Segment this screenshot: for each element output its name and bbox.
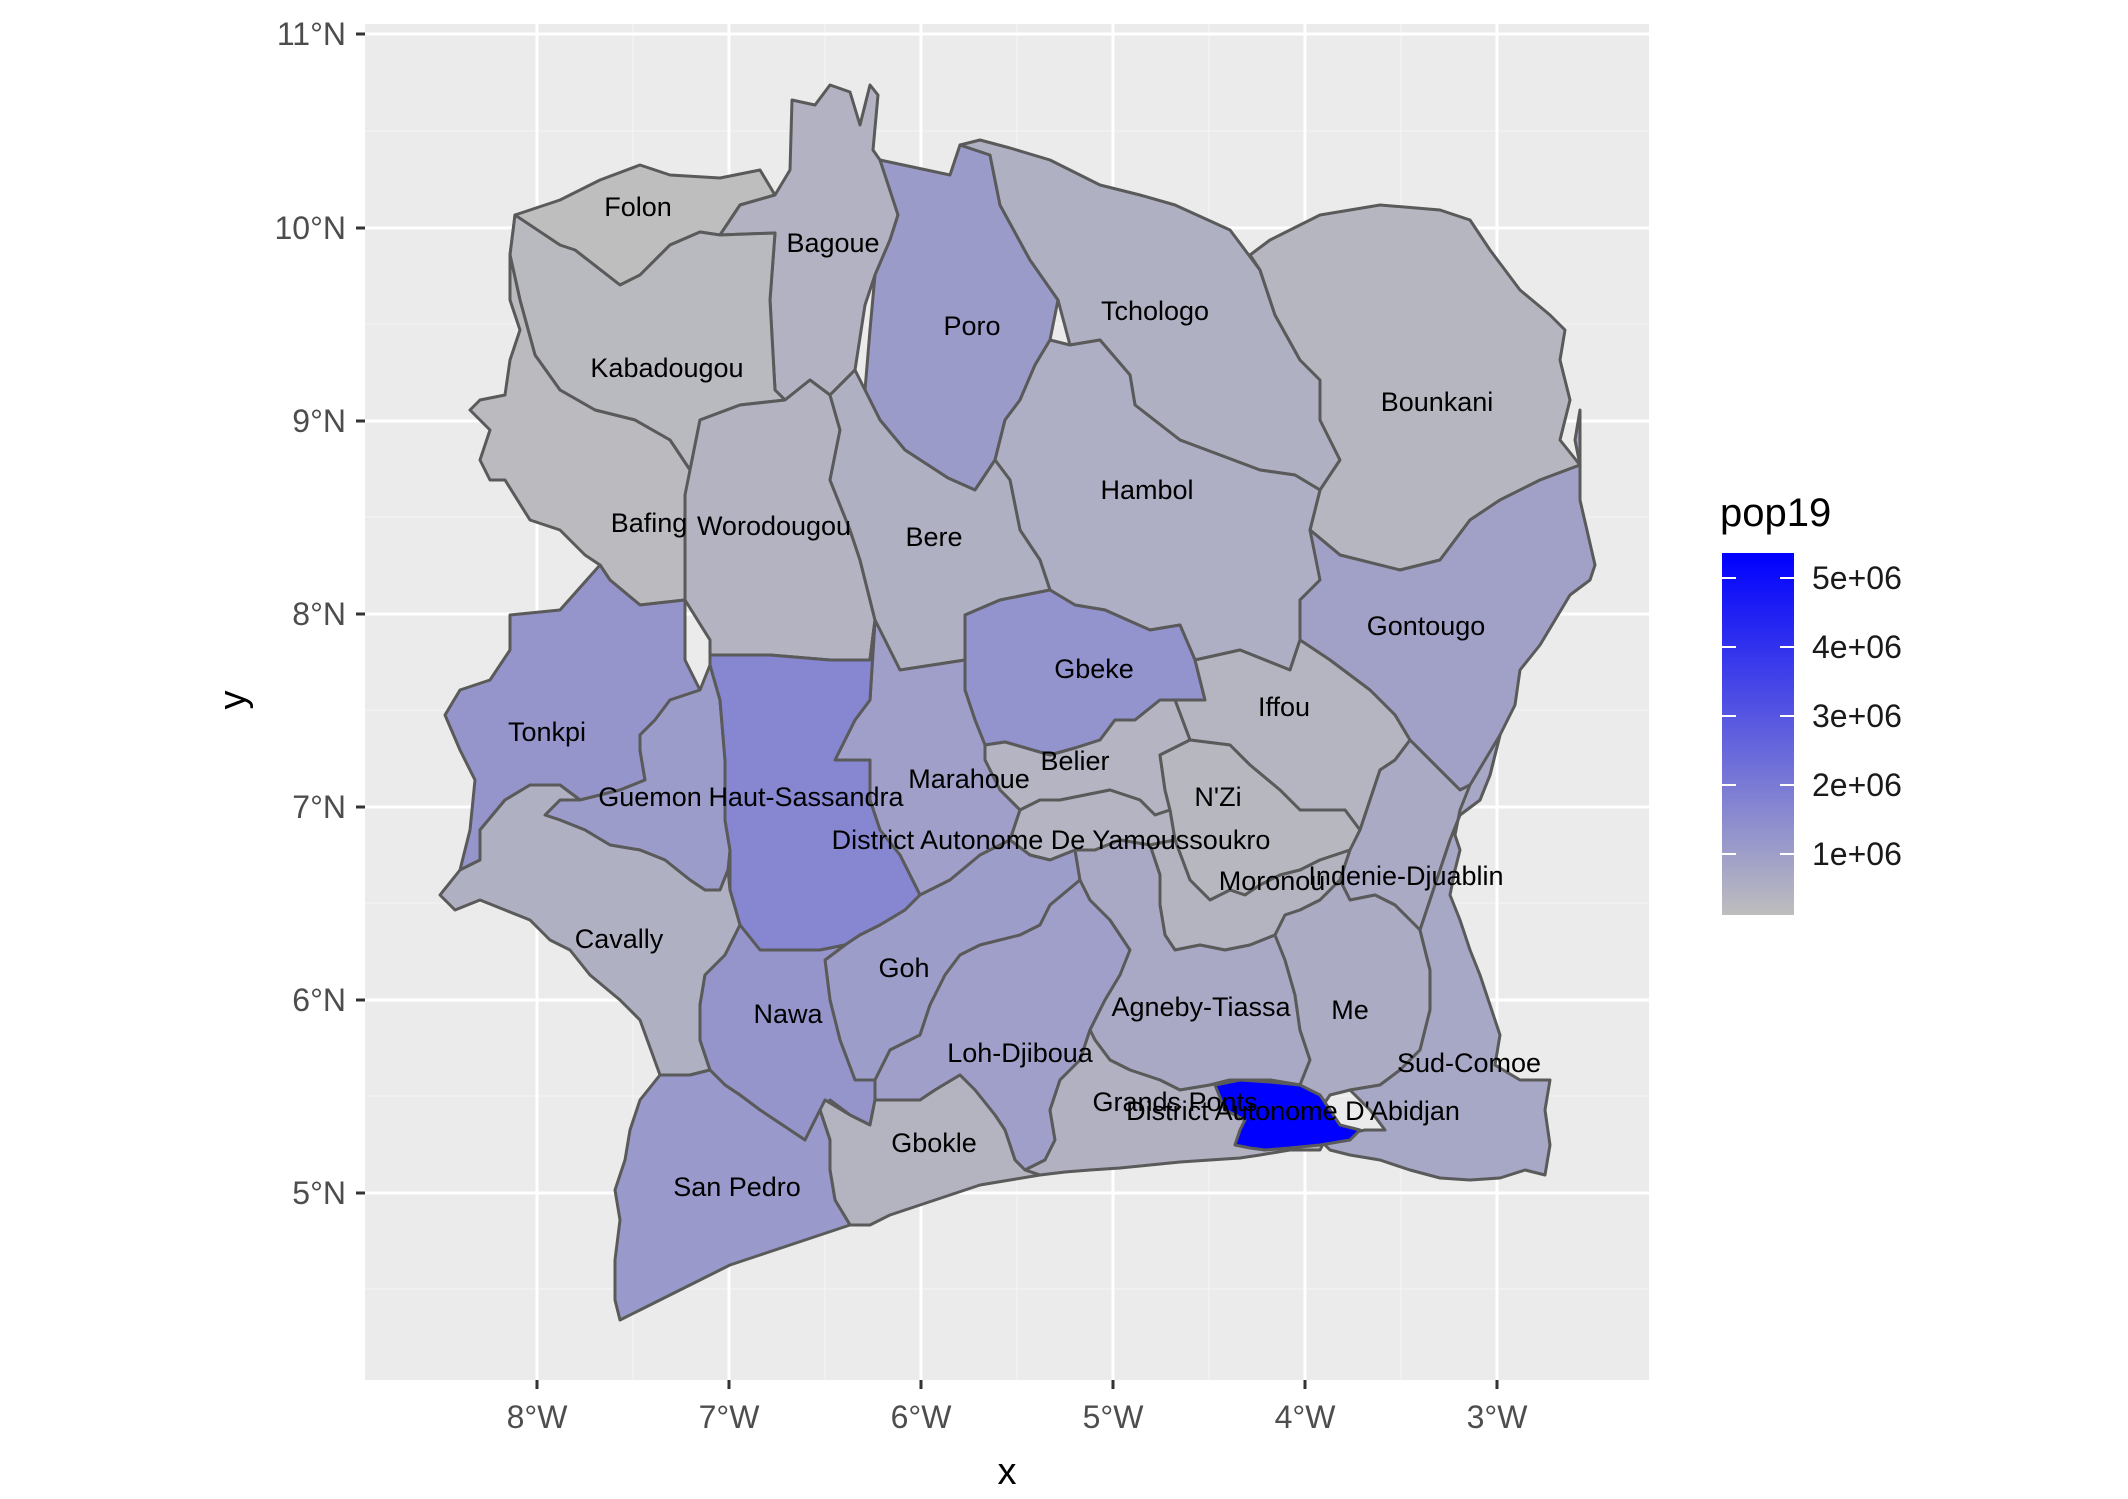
- label-grands-ponts: Grands Ponts: [1092, 1087, 1257, 1117]
- legend-colorbar: [1722, 553, 1794, 915]
- y-tick-label: 5°N: [292, 1175, 346, 1211]
- legend-label: 1e+06: [1812, 836, 1902, 872]
- label-nawa: Nawa: [753, 999, 823, 1029]
- y-tick-label: 9°N: [292, 403, 346, 439]
- label-bagoue: Bagoue: [786, 228, 879, 258]
- label-me: Me: [1331, 995, 1369, 1025]
- region-labels: Folon Bagoue Poro Tchologo Kabadougou Bo…: [508, 192, 1541, 1202]
- label-iffou: Iffou: [1258, 692, 1310, 722]
- label-guemon: Guemon: [598, 782, 702, 812]
- x-tick-label: 4°W: [1275, 1399, 1337, 1435]
- label-worodougou: Worodougou: [697, 511, 851, 541]
- legend-ticks: [1722, 577, 1794, 855]
- label-kabadougou: Kabadougou: [590, 353, 743, 383]
- label-abidjan: District Autonome D'Abidjan: [1126, 1096, 1460, 1126]
- label-nzi: N'Zi: [1194, 782, 1241, 812]
- label-san-pedro: San Pedro: [673, 1172, 801, 1202]
- y-axis-title: y: [212, 691, 254, 710]
- label-gontougo: Gontougo: [1367, 611, 1486, 641]
- label-poro: Poro: [943, 311, 1000, 341]
- legend-label: 3e+06: [1812, 698, 1902, 734]
- label-bounkani: Bounkani: [1381, 387, 1494, 417]
- region-bounkani: [1248, 203, 1582, 572]
- label-hambol: Hambol: [1100, 475, 1193, 505]
- x-axis: 8°W 7°W 6°W 5°W 4°W 3°W x: [507, 1380, 1529, 1493]
- legend-label: 2e+06: [1812, 767, 1902, 803]
- x-tick-label: 8°W: [507, 1399, 569, 1435]
- y-tick-label: 8°N: [292, 596, 346, 632]
- y-axis: 11°N 10°N 9°N 8°N 7°N 6°N 5°N y: [212, 16, 365, 1211]
- y-tick-label: 10°N: [275, 210, 347, 246]
- label-sud-comoe: Sud-Comoe: [1397, 1048, 1541, 1078]
- label-tonkpi: Tonkpi: [508, 717, 586, 747]
- legend-title: pop19: [1720, 491, 1831, 535]
- label-gbokle: Gbokle: [891, 1128, 977, 1158]
- label-cavally: Cavally: [575, 924, 664, 954]
- x-tick-label: 5°W: [1083, 1399, 1145, 1435]
- label-loh-djiboua: Loh-Djiboua: [947, 1038, 1094, 1068]
- label-belier: Belier: [1040, 746, 1109, 776]
- label-yamoussoukro: District Autonome De Yamoussoukro: [832, 825, 1271, 855]
- label-moronou: Moronou: [1219, 866, 1326, 896]
- region-abidjan: [1213, 1078, 1362, 1152]
- region-sud-comoe: [1318, 733, 1552, 1182]
- legend: pop19 5e+06 4e+06 3e+06 2e+06 1e+06: [1720, 491, 1902, 915]
- y-tick-label: 6°N: [292, 982, 346, 1018]
- region-san-pedro: [613, 1068, 852, 1322]
- x-axis-title: x: [998, 1451, 1017, 1493]
- label-indenie-djuablin: Indenie-Djuablin: [1308, 861, 1503, 891]
- label-bafing: Bafing: [611, 508, 688, 538]
- region-cavally: [438, 783, 742, 1077]
- label-gbeke: Gbeke: [1054, 654, 1134, 684]
- label-bere: Bere: [905, 522, 962, 552]
- y-tick-label: 11°N: [277, 16, 346, 52]
- x-tick-label: 3°W: [1467, 1399, 1529, 1435]
- label-agneby-tiassa: Agneby-Tiassa: [1111, 992, 1291, 1022]
- label-haut-sassandra: Haut-Sassandra: [708, 782, 904, 812]
- label-goh: Goh: [878, 953, 929, 983]
- label-marahoue: Marahoue: [908, 764, 1030, 794]
- regions-layer: [438, 83, 1597, 1322]
- label-folon: Folon: [604, 192, 672, 222]
- y-tick-label: 7°N: [292, 789, 346, 825]
- x-tick-label: 7°W: [699, 1399, 761, 1435]
- x-tick-label: 6°W: [891, 1399, 953, 1435]
- label-tchologo: Tchologo: [1101, 296, 1209, 326]
- legend-label: 5e+06: [1812, 560, 1902, 596]
- legend-label: 4e+06: [1812, 629, 1902, 665]
